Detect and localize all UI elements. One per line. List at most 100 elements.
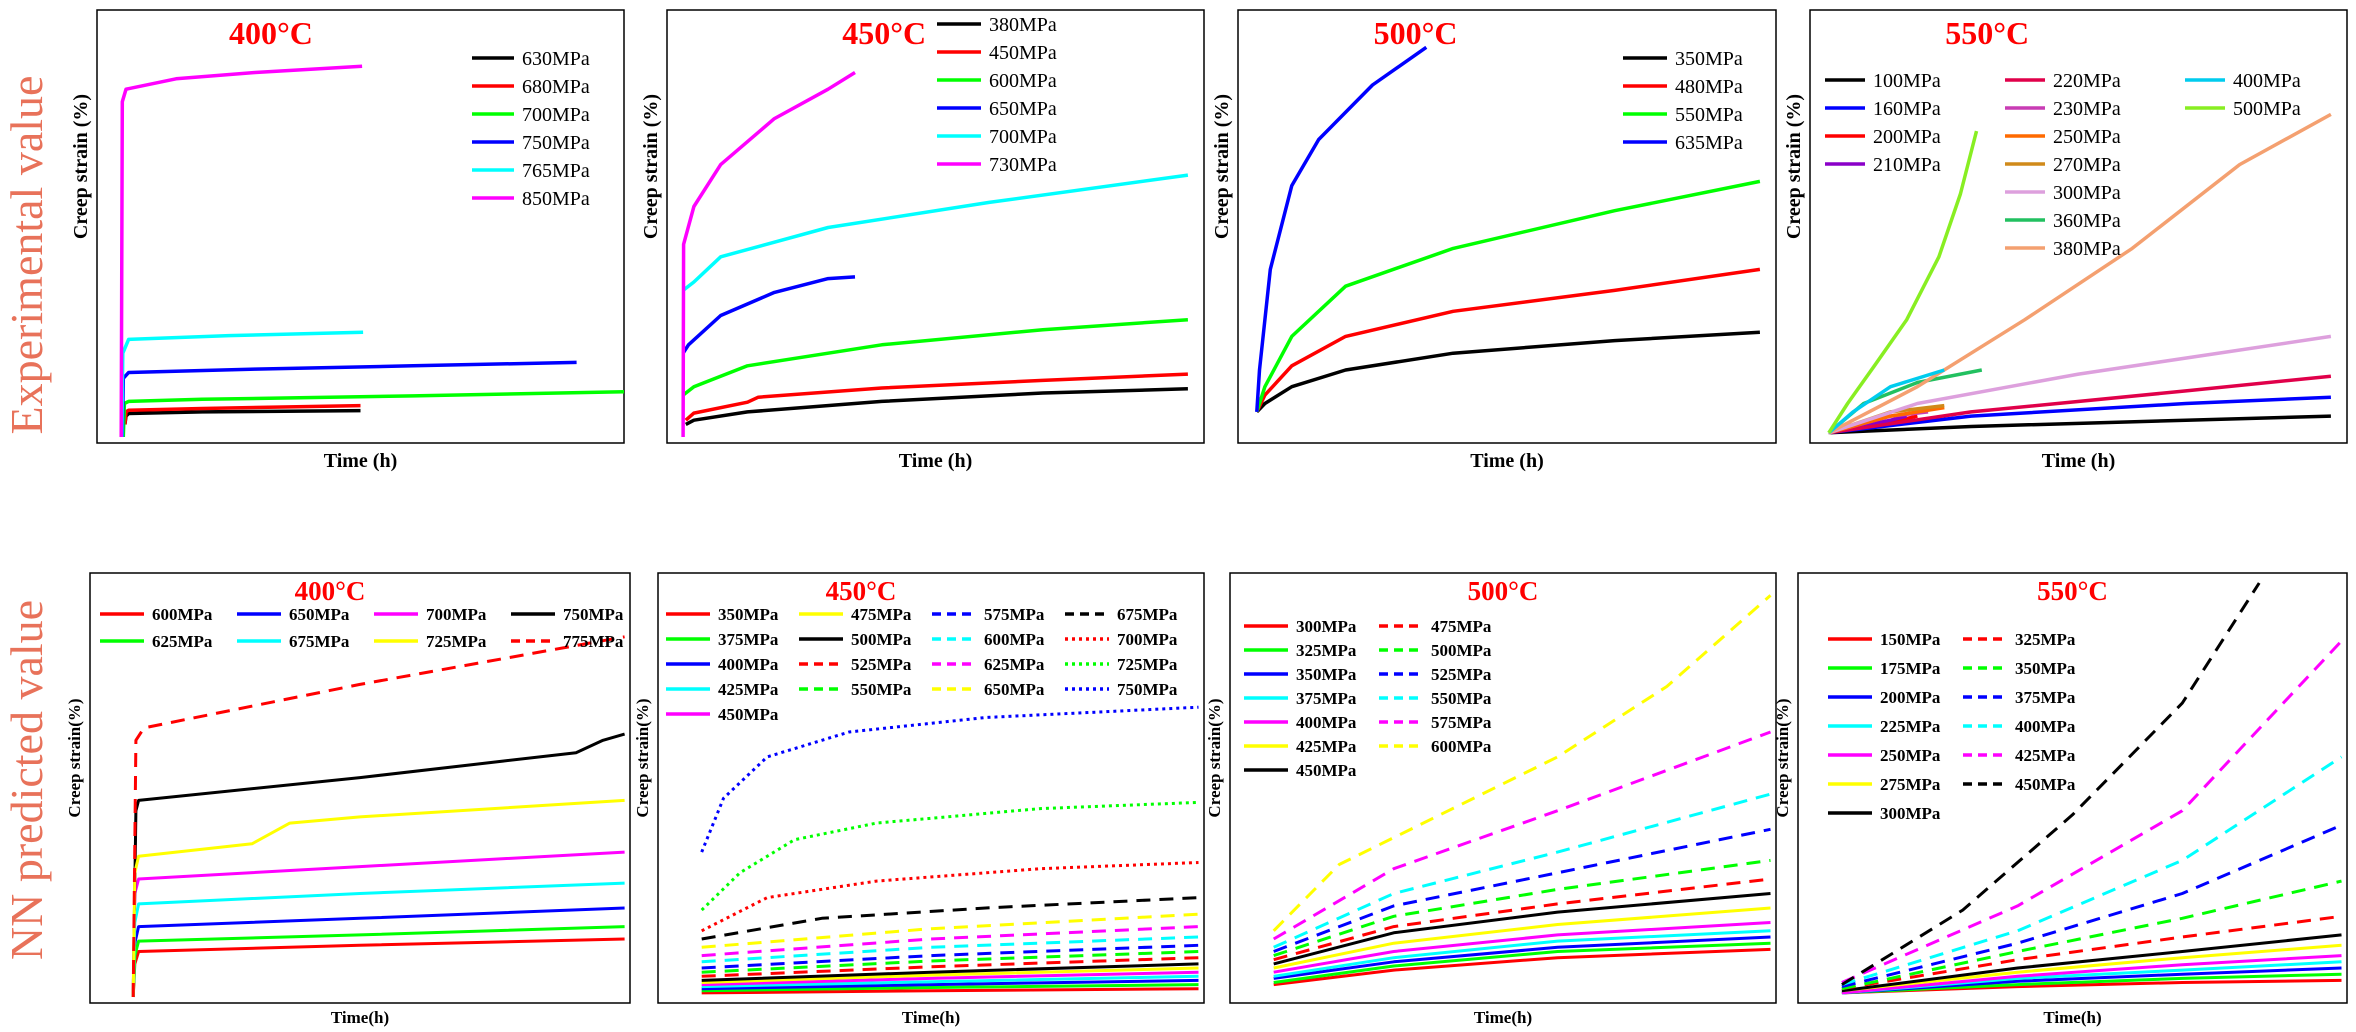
x-axis-label: Time(h)	[1474, 1008, 1532, 1027]
legend-item-220mpa: 220MPa	[2005, 70, 2121, 92]
series-line-380mpa	[1827, 112, 2332, 435]
series-line-700mpa	[701, 861, 1199, 933]
series-line-425mpa	[1273, 906, 1771, 970]
legend-label: 750MPa	[563, 605, 624, 624]
legend-label: 270MPa	[2053, 154, 2121, 176]
legend-label: 475MPa	[1431, 617, 1492, 636]
series-line-575mpa	[1272, 730, 1772, 941]
legend-item-775mpa: 775MPa	[511, 632, 624, 651]
series-line-400mpa	[1827, 368, 1945, 435]
chart-title: 400°C	[295, 576, 366, 606]
series-lines	[119, 64, 624, 438]
legend-label: 350MPa	[1296, 665, 1357, 684]
series-line-550mpa	[1273, 792, 1771, 949]
legend-item-230mpa: 230MPa	[2005, 98, 2121, 120]
series-line-500mpa	[1273, 858, 1771, 958]
legend-label: 360MPa	[2053, 210, 2121, 232]
legend-item-400mpa: 400MPa	[666, 655, 779, 674]
legend: 380MPa 450MPa 600MPa 650MPa 700MPa 730MPa	[937, 14, 1057, 176]
legend-label: 550MPa	[1675, 104, 1743, 126]
legend-item-650mpa: 650MPa	[237, 605, 350, 624]
y-axis-label: Creep strain (%)	[70, 94, 92, 239]
legend-label: 700MPa	[522, 104, 590, 126]
legend-item-635mpa: 635MPa	[1623, 132, 1743, 154]
legend-label: 600MPa	[984, 630, 1045, 649]
legend-item-550mpa: 550MPa	[1379, 689, 1492, 708]
legend-label: 325MPa	[1296, 641, 1357, 660]
legend-item-350mpa: 350MPa	[1623, 48, 1743, 70]
legend-label: 500MPa	[1431, 641, 1492, 660]
legend: 600MPa 650MPa 700MPa 750MPa 625MPa 675MPa 725M…	[100, 605, 624, 651]
legend-item-400mpa: 400MPa	[2185, 70, 2301, 92]
series-lines	[1827, 112, 2332, 435]
series-line-250mpa	[1841, 954, 2342, 995]
legend-label: 600MPa	[989, 70, 1057, 92]
legend-item-550mpa: 550MPa	[799, 680, 912, 699]
series-line-380mpa	[684, 387, 1188, 426]
legend: 300MPa 325MPa 350MPa 375MPa 400MPa 425MPa 450M…	[1244, 617, 1492, 780]
y-axis-label: Creep strain (%)	[640, 94, 662, 239]
legend: 100MPa 160MPa 200MPa 210MPa 220MPa 230MPa 250M…	[1825, 70, 2301, 260]
legend-label: 350MPa	[1675, 48, 1743, 70]
legend-item-650mpa: 650MPa	[932, 680, 1045, 699]
legend-item-380mpa: 380MPa	[937, 14, 1057, 36]
legend-item-300mpa: 300MPa	[2005, 182, 2121, 204]
legend-item-175mpa: 175MPa	[1828, 659, 1941, 678]
series-line-350mpa	[701, 987, 1199, 995]
series-line-850mpa	[119, 64, 363, 438]
legend-item-600mpa: 600MPa	[932, 630, 1045, 649]
legend-label: 675MPa	[289, 632, 350, 651]
series-line-100mpa	[1828, 414, 2331, 435]
series-lines	[1272, 594, 1772, 987]
legend-item-575mpa: 575MPa	[932, 605, 1045, 624]
legend-item-650mpa: 650MPa	[937, 98, 1057, 120]
series-line-350mpa	[1273, 935, 1771, 980]
legend-item-600mpa: 600MPa	[100, 605, 213, 624]
legend-item-675mpa: 675MPa	[237, 632, 350, 651]
legend-item-275mpa: 275MPa	[1828, 775, 1941, 794]
legend-item-375mpa: 375MPa	[1963, 688, 2076, 707]
series-line-635mpa	[1255, 45, 1428, 413]
legend-label: 525MPa	[1431, 665, 1492, 684]
legend-label: 450MPa	[718, 705, 779, 724]
series-line-600mpa	[1272, 594, 1772, 932]
series-line-775mpa	[131, 635, 625, 998]
series-line-325mpa	[1841, 914, 2342, 991]
legend-item-765mpa: 765MPa	[472, 160, 590, 182]
series-line-750mpa	[700, 705, 1199, 853]
legend-label: 650MPa	[289, 605, 350, 624]
chart-panel-experimental-450-c: 450°C Time (h) Creep strain (%) 380MPa 450MP…	[640, 9, 1205, 472]
legend-label: 380MPa	[2053, 238, 2121, 260]
legend-label: 375MPa	[1296, 689, 1357, 708]
legend-item-750mpa: 750MPa	[472, 132, 590, 154]
series-lines	[681, 71, 1189, 438]
series-line-450mpa	[684, 372, 1188, 422]
chart-panel-experimental-500-c: 500°C Time (h) Creep strain (%) 350MPa 480MP…	[1211, 9, 1777, 472]
legend-label: 750MPa	[522, 132, 590, 154]
x-axis-label: Time (h)	[899, 450, 973, 472]
legend-label: 230MPa	[2053, 98, 2121, 120]
series-line-425mpa	[701, 974, 1199, 989]
legend-label: 600MPa	[1431, 737, 1492, 756]
legend-label: 450MPa	[989, 42, 1057, 64]
plot-area-frame	[1797, 572, 2348, 1004]
legend-item-675mpa: 675MPa	[1065, 605, 1178, 624]
legend-label: 275MPa	[1880, 775, 1941, 794]
series-line-675mpa	[701, 896, 1199, 941]
legend-item-270mpa: 270MPa	[2005, 154, 2121, 176]
plot-area-frame	[1809, 9, 2348, 444]
legend-item-100mpa: 100MPa	[1825, 70, 1941, 92]
series-line-725mpa	[700, 800, 1199, 912]
series-line-400mpa	[1273, 921, 1771, 974]
legend-label: 700MPa	[1117, 630, 1178, 649]
legend-label: 160MPa	[1873, 98, 1941, 120]
y-axis-label: Creep strain (%)	[1211, 94, 1233, 239]
x-axis-label: Time (h)	[324, 450, 398, 472]
legend-item-350mpa: 350MPa	[1963, 659, 2076, 678]
legend-item-425mpa: 425MPa	[666, 680, 779, 699]
legend-label: 450MPa	[1296, 761, 1357, 780]
series-line-400mpa	[701, 978, 1199, 991]
y-axis-label: Creep strain(%)	[65, 698, 84, 817]
